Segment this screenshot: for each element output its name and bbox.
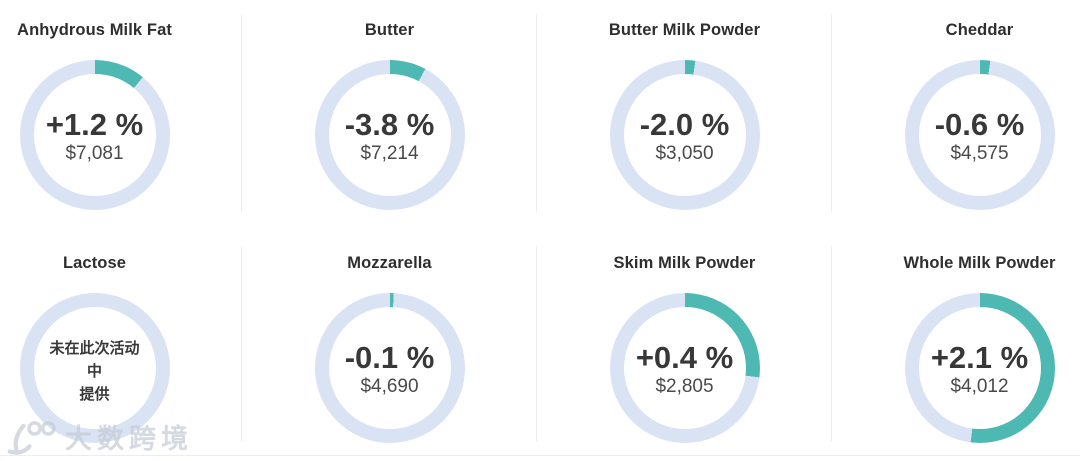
price-change-value: +1.2 % xyxy=(45,107,144,142)
donut-center: -3.8 % $7,214 xyxy=(328,74,451,196)
product-tile-butter: Butter -3.8 % $7,214 xyxy=(242,0,537,232)
donut-center: -0.1 % $4,690 xyxy=(328,307,451,429)
price-value: $3,050 xyxy=(655,143,714,164)
product-tile-cheddar: Cheddar -0.6 % $4,575 xyxy=(832,0,1080,232)
price-value: $7,214 xyxy=(360,143,419,164)
price-change-value: +0.4 % xyxy=(635,340,734,375)
price-value: $4,575 xyxy=(950,143,1009,164)
donut-chart: -0.6 % $4,575 xyxy=(904,60,1055,210)
product-tile-whole-milk-powder: Whole Milk Powder +2.1 % $4,012 xyxy=(832,232,1080,461)
price-change-value: -2.0 % xyxy=(639,107,730,142)
product-title: Whole Milk Powder xyxy=(903,254,1056,272)
product-tile-anhydrous-milk-fat: Anhydrous Milk Fat +1.2 % $7,081 xyxy=(0,0,242,232)
price-value: $4,012 xyxy=(950,376,1009,397)
product-title: Butter Milk Powder xyxy=(608,21,761,39)
donut-grid-row-2: Lactose 未在此次活动中提供 Mozzarella -0.1 % $4,6… xyxy=(0,232,1080,461)
donut-center: -0.6 % $4,575 xyxy=(918,74,1041,196)
product-title: Butter xyxy=(364,21,415,39)
product-title: Anhydrous Milk Fat xyxy=(17,21,172,39)
donut-center: +1.2 % $7,081 xyxy=(33,74,156,196)
price-change-value: +2.1 % xyxy=(930,340,1029,375)
product-tile-mozzarella: Mozzarella -0.1 % $4,690 xyxy=(242,232,537,461)
bottom-divider xyxy=(0,455,1080,456)
donut-chart: -2.0 % $3,050 xyxy=(609,60,760,210)
product-title: Mozzarella xyxy=(347,254,432,272)
price-change-value: -0.1 % xyxy=(344,340,435,375)
price-value: $7,081 xyxy=(65,143,124,164)
price-change-value: -3.8 % xyxy=(344,107,435,142)
product-title: Cheddar xyxy=(945,21,1014,39)
product-tile-skim-milk-powder: Skim Milk Powder +0.4 % $2,805 xyxy=(537,232,832,461)
price-value: $4,690 xyxy=(360,376,419,397)
donut-chart: +2.1 % $4,012 xyxy=(904,293,1055,443)
donut-center: +2.1 % $4,012 xyxy=(918,307,1041,429)
product-title: Lactose xyxy=(62,254,127,272)
donut-chart: 未在此次活动中提供 xyxy=(19,293,170,443)
product-tile-lactose: Lactose 未在此次活动中提供 xyxy=(0,232,242,461)
price-value: $2,805 xyxy=(655,376,714,397)
donut-chart: -3.8 % $7,214 xyxy=(314,60,465,210)
not-offered-text: 未在此次活动中提供 xyxy=(49,339,140,403)
donut-chart: +1.2 % $7,081 xyxy=(19,60,170,210)
donut-center: -2.0 % $3,050 xyxy=(623,74,746,196)
donut-center: 未在此次活动中提供 xyxy=(33,307,156,429)
product-title: Skim Milk Powder xyxy=(613,254,756,272)
donut-chart: -0.1 % $4,690 xyxy=(314,293,465,443)
donut-center: +0.4 % $2,805 xyxy=(623,307,746,429)
donut-grid-row-1: Anhydrous Milk Fat +1.2 % $7,081 Butter … xyxy=(0,0,1080,232)
price-change-value: -0.6 % xyxy=(934,107,1025,142)
donut-chart: +0.4 % $2,805 xyxy=(609,293,760,443)
product-tile-butter-milk-powder: Butter Milk Powder -2.0 % $3,050 xyxy=(537,0,832,232)
